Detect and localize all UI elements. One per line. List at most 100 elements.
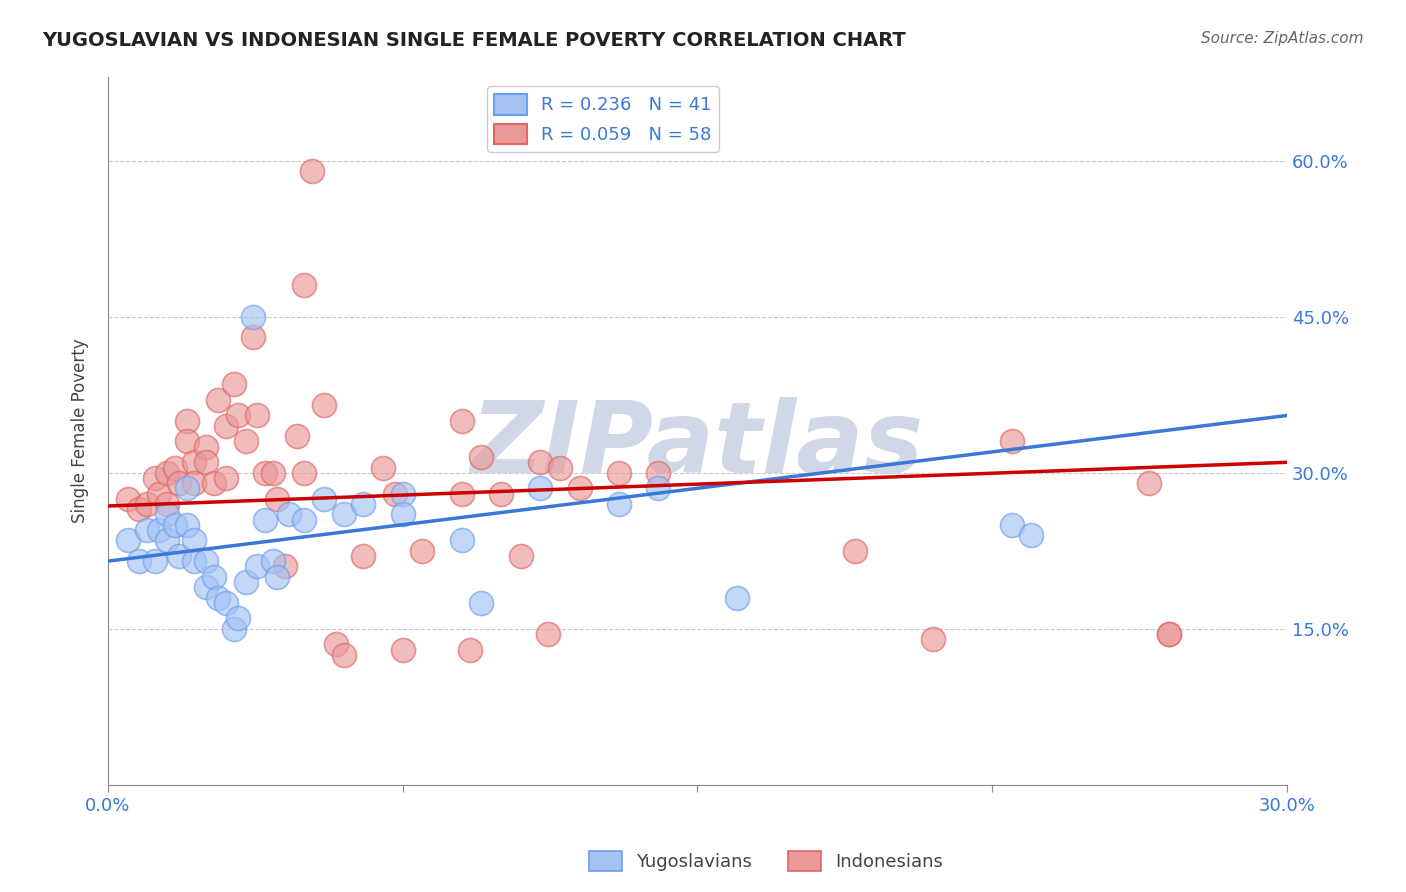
Point [226,409,249,423]
Point [301,164,323,178]
Text: YUGOSLAVIAN VS INDONESIAN SINGLE FEMALE POVERTY CORRELATION CHART: YUGOSLAVIAN VS INDONESIAN SINGLE FEMALE … [42,31,905,50]
Point [277,508,299,522]
Point [647,481,669,495]
Point [183,476,205,491]
Point [148,486,170,500]
Point [156,533,179,548]
Point [607,466,630,480]
Point [246,409,269,423]
Point [222,622,245,636]
Text: ZIPatlas: ZIPatlas [471,397,924,494]
Point [254,512,277,526]
Point [450,486,472,500]
Point [202,476,225,491]
Point [285,429,308,443]
Point [294,278,316,293]
Point [844,543,866,558]
Point [314,398,336,412]
Point [163,517,186,532]
Point [215,418,238,433]
Point [450,533,472,548]
Point [163,460,186,475]
Point [509,549,531,563]
Point [332,508,354,522]
Point [176,414,198,428]
Legend: Yugoslavians, Indonesians: Yugoslavians, Indonesians [582,844,950,879]
Point [1137,476,1160,491]
Point [470,450,492,464]
Point [470,596,492,610]
Point [262,554,284,568]
Point [143,471,166,485]
Point [325,637,347,651]
Point [371,460,394,475]
Legend: R = 0.236   N = 41, R = 0.059   N = 58: R = 0.236 N = 41, R = 0.059 N = 58 [486,87,718,152]
Point [242,330,264,344]
Point [195,440,218,454]
Point [266,570,288,584]
Point [195,554,218,568]
Point [458,642,481,657]
Point [156,466,179,480]
Point [176,517,198,532]
Point [156,497,179,511]
Point [391,486,413,500]
Point [183,533,205,548]
Point [529,455,551,469]
Point [202,570,225,584]
Point [294,512,316,526]
Point [1157,627,1180,641]
Point [128,554,150,568]
Point [529,481,551,495]
Point [548,460,571,475]
Point [235,574,257,589]
Point [725,591,748,605]
Point [167,476,190,491]
Point [143,554,166,568]
Point [176,481,198,495]
Point [246,559,269,574]
Point [1001,517,1024,532]
Point [1021,528,1043,542]
Point [215,596,238,610]
Point [215,471,238,485]
Point [195,455,218,469]
Point [352,549,374,563]
Point [176,434,198,449]
Point [262,466,284,480]
Point [489,486,512,500]
Point [148,523,170,537]
Point [1157,627,1180,641]
Point [183,554,205,568]
Point [167,549,190,563]
Point [314,491,336,506]
Point [294,466,316,480]
Text: Source: ZipAtlas.com: Source: ZipAtlas.com [1201,31,1364,46]
Point [222,377,245,392]
Point [391,642,413,657]
Point [254,466,277,480]
Point [352,497,374,511]
Point [922,632,945,647]
Point [332,648,354,662]
Point [183,455,205,469]
Point [117,491,139,506]
Point [235,434,257,449]
Point [607,497,630,511]
Point [391,508,413,522]
Point [450,414,472,428]
Point [274,559,297,574]
Point [647,466,669,480]
Point [411,543,433,558]
Point [156,508,179,522]
Point [242,310,264,324]
Point [136,497,159,511]
Point [195,580,218,594]
Point [384,486,406,500]
Point [537,627,560,641]
Y-axis label: Single Female Poverty: Single Female Poverty [72,339,89,524]
Point [207,392,229,407]
Point [128,502,150,516]
Point [117,533,139,548]
Point [266,491,288,506]
